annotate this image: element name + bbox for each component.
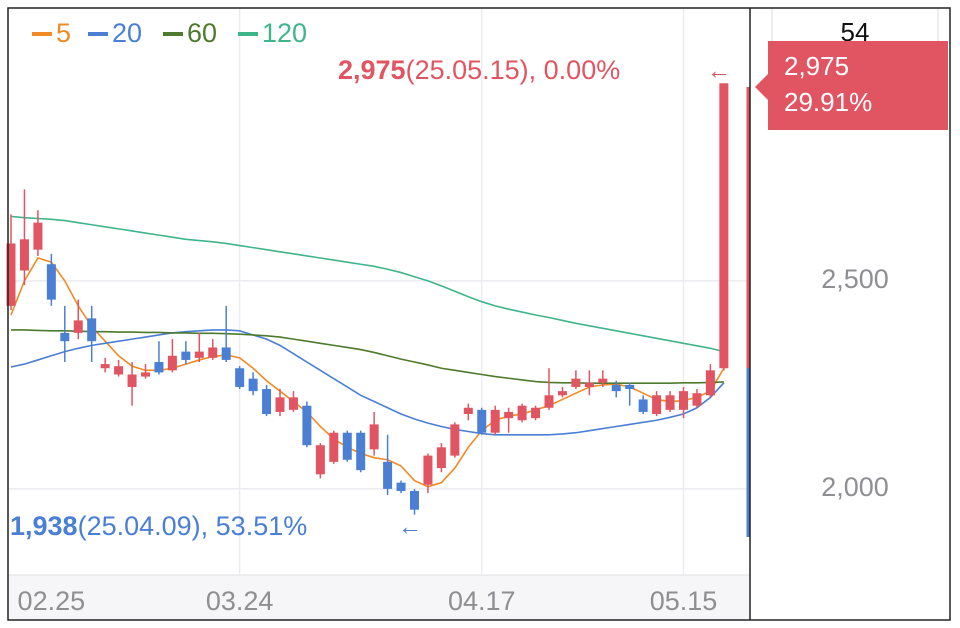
max-price: 2,975 xyxy=(338,55,406,85)
candle-body xyxy=(450,424,460,456)
candle-body xyxy=(154,362,164,373)
candle-body xyxy=(100,364,110,369)
moving-average-line xyxy=(10,215,725,353)
legend-label: 20 xyxy=(112,18,142,48)
candle-body xyxy=(571,378,581,387)
max-detail: (25.05.15), 0.00% xyxy=(406,55,621,85)
candle-body xyxy=(383,461,393,489)
x-axis-band xyxy=(8,575,750,620)
candle-body xyxy=(141,372,150,377)
moving-average-line xyxy=(11,329,724,385)
x-tick-label: 05.15 xyxy=(650,586,718,616)
x-tick-label: 04.17 xyxy=(448,586,516,616)
min-annotation: 1,938(25.04.09), 53.51% xyxy=(10,511,307,541)
candle-body xyxy=(248,378,258,392)
candle-body xyxy=(423,455,433,485)
legend-label: 120 xyxy=(262,18,307,48)
candle-body xyxy=(208,347,218,358)
candle-body xyxy=(611,384,621,392)
candle-body xyxy=(315,445,325,475)
x-tick-label: 03.24 xyxy=(206,586,274,616)
candle-body xyxy=(719,83,729,369)
candle-body xyxy=(625,384,635,390)
candle-body xyxy=(544,395,554,408)
candle-body xyxy=(705,370,715,396)
candle-body xyxy=(436,447,446,469)
legend-label: 60 xyxy=(187,18,217,48)
candle-body xyxy=(410,490,419,510)
legend: 5 20 60 120 xyxy=(32,18,307,48)
candle-body xyxy=(87,318,97,342)
candle-body xyxy=(73,320,83,333)
candle-body xyxy=(598,378,608,383)
frame xyxy=(7,7,951,621)
moving-averages xyxy=(10,215,725,488)
grid xyxy=(8,8,750,575)
moving-average-line xyxy=(10,329,725,436)
candle-body xyxy=(127,374,137,387)
candle-body xyxy=(302,405,312,446)
candle-body xyxy=(517,405,527,421)
candle-body xyxy=(6,243,16,306)
candle-body xyxy=(262,389,272,415)
candle-body xyxy=(652,395,662,415)
moving-average-line xyxy=(10,257,725,488)
y-tick-label: 2,500 xyxy=(821,264,889,294)
candle-body xyxy=(288,397,298,410)
candle-body xyxy=(329,432,339,462)
candle-body xyxy=(531,407,541,419)
candle-body xyxy=(33,222,43,250)
candle-body xyxy=(490,409,500,433)
y-tick-label: 2,000 xyxy=(821,472,889,502)
x-tick-label: 02.25 xyxy=(18,586,86,616)
candle-body xyxy=(679,391,688,410)
price-tag-change: 29.91% xyxy=(784,87,872,117)
candle-body xyxy=(665,395,675,410)
max-annotation: 2,975(25.05.15), 0.00% xyxy=(338,55,620,85)
candle-body xyxy=(638,399,648,412)
candle-body xyxy=(194,351,204,358)
max-arrow: ← xyxy=(707,57,731,84)
candle-body xyxy=(477,409,487,433)
candle-body xyxy=(275,397,285,412)
candles xyxy=(6,83,729,515)
candle-body xyxy=(584,382,594,387)
candle-body xyxy=(557,391,567,396)
candle-body xyxy=(396,482,406,491)
candle-body xyxy=(221,347,231,360)
candle-body xyxy=(504,411,514,419)
price-tag-price: 2,975 xyxy=(784,51,849,81)
min-price: 1,938 xyxy=(10,511,78,541)
candle-body xyxy=(114,366,124,375)
candle-body xyxy=(181,351,191,360)
candle-body xyxy=(46,264,56,300)
min-arrow: ← xyxy=(398,513,422,540)
candle-body xyxy=(19,239,29,271)
candle-body xyxy=(60,332,70,342)
candle-body xyxy=(342,432,352,460)
candle-body xyxy=(235,368,245,387)
candle-body xyxy=(369,424,379,450)
legend-label: 5 xyxy=(56,18,71,48)
min-detail: (25.04.09), 53.51% xyxy=(78,511,308,541)
candle-body xyxy=(463,407,473,415)
candle-body xyxy=(167,355,177,371)
candle-body xyxy=(356,432,366,471)
price-tag-box xyxy=(755,41,948,130)
candle-body xyxy=(692,393,702,406)
